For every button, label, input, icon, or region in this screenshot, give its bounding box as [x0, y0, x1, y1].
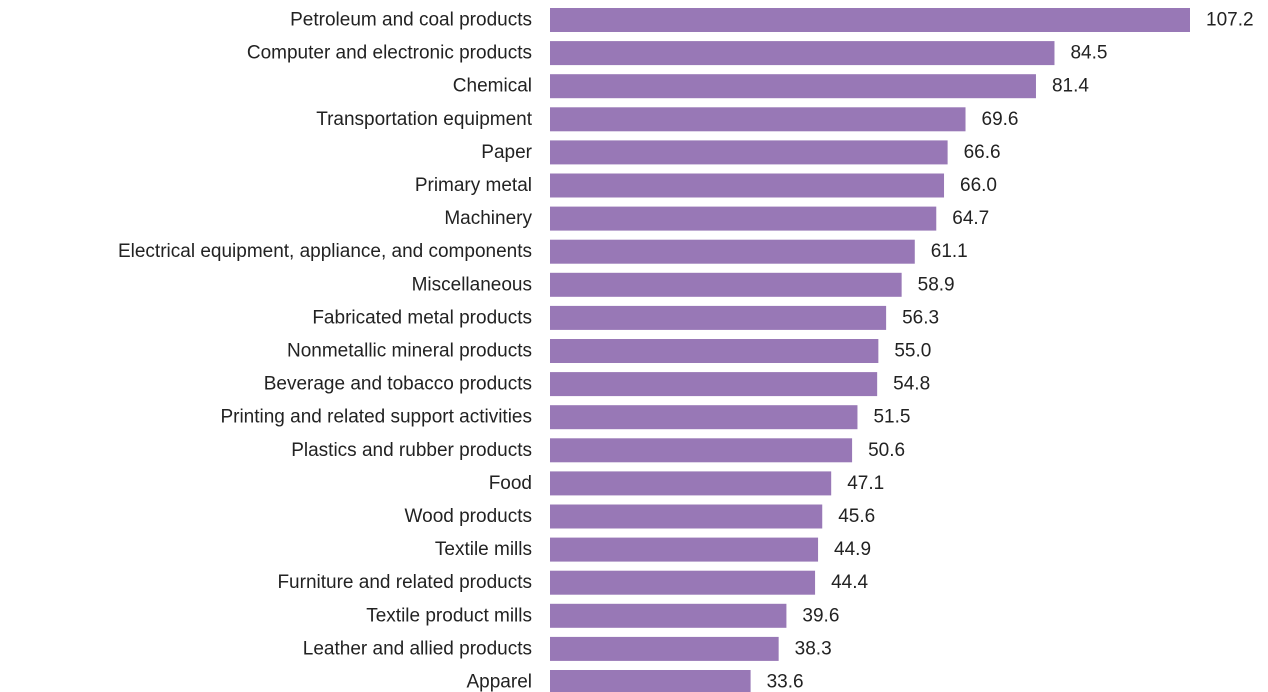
bar [550, 41, 1055, 66]
value-label: 50.6 [868, 440, 905, 461]
category-labels-group: Petroleum and coal products Computer and … [118, 10, 533, 692]
value-label: 61.1 [931, 241, 968, 262]
category-label: Wood products [405, 506, 532, 527]
category-label: Petroleum and coal products [290, 10, 532, 31]
category-label: Machinery [444, 208, 532, 229]
value-labels-group: 107.2 84.5 81.4 69.6 66.6 66.0 64.7 61.1 58.9 56.… [767, 10, 1254, 692]
bar [550, 570, 816, 595]
bar [550, 173, 945, 198]
bar [550, 339, 879, 363]
bar [550, 438, 853, 463]
bar [550, 372, 878, 397]
value-label: 107.2 [1206, 10, 1254, 31]
bar [550, 670, 751, 692]
bars-group [550, 8, 1190, 692]
bar [550, 272, 902, 297]
category-label: Apparel [467, 672, 533, 692]
bar [550, 504, 823, 529]
value-label: 56.3 [902, 307, 939, 328]
value-label: 39.6 [802, 605, 839, 626]
value-label: 44.4 [831, 572, 868, 593]
bar [550, 405, 858, 430]
category-label: Transportation equipment [316, 109, 533, 130]
category-label: Nonmetallic mineral products [287, 341, 532, 362]
category-label: Furniture and related products [277, 572, 532, 593]
bar [550, 206, 937, 231]
category-label: Computer and electronic products [247, 43, 532, 64]
value-label: 84.5 [1070, 43, 1107, 64]
category-label: Electrical equipment, appliance, and com… [118, 241, 532, 262]
category-label: Fabricated metal products [312, 307, 532, 328]
value-label: 66.6 [964, 142, 1001, 163]
value-label: 45.6 [838, 506, 875, 527]
category-label: Leather and allied products [303, 638, 532, 659]
category-label: Chemical [453, 76, 532, 97]
bar [550, 239, 915, 264]
value-label: 55.0 [894, 341, 931, 362]
category-label: Paper [481, 142, 532, 163]
category-label: Miscellaneous [412, 274, 532, 295]
bar [550, 603, 787, 628]
value-label: 51.5 [873, 407, 910, 428]
value-label: 81.4 [1052, 76, 1089, 97]
category-label: Primary metal [415, 175, 532, 196]
value-label: 58.9 [918, 274, 955, 295]
category-label: Food [489, 473, 532, 494]
category-label: Plastics and rubber products [291, 440, 532, 461]
value-label: 38.3 [795, 638, 832, 659]
bar [550, 107, 966, 132]
value-label: 33.6 [767, 672, 804, 692]
bar [550, 636, 779, 661]
bar [550, 140, 948, 165]
value-label: 44.9 [834, 539, 871, 560]
value-label: 64.7 [952, 208, 989, 229]
value-label: 69.6 [982, 109, 1019, 130]
bar [550, 74, 1036, 99]
category-label: Printing and related support activities [220, 407, 532, 428]
bar [550, 471, 832, 496]
value-label: 47.1 [847, 473, 884, 494]
bar [550, 8, 1190, 32]
category-label: Beverage and tobacco products [264, 374, 532, 395]
value-label: 54.8 [893, 374, 930, 395]
bar [550, 305, 887, 330]
category-label: Textile product mills [366, 605, 532, 626]
bar [550, 537, 819, 562]
category-label: Textile mills [435, 539, 532, 560]
value-label: 66.0 [960, 175, 997, 196]
